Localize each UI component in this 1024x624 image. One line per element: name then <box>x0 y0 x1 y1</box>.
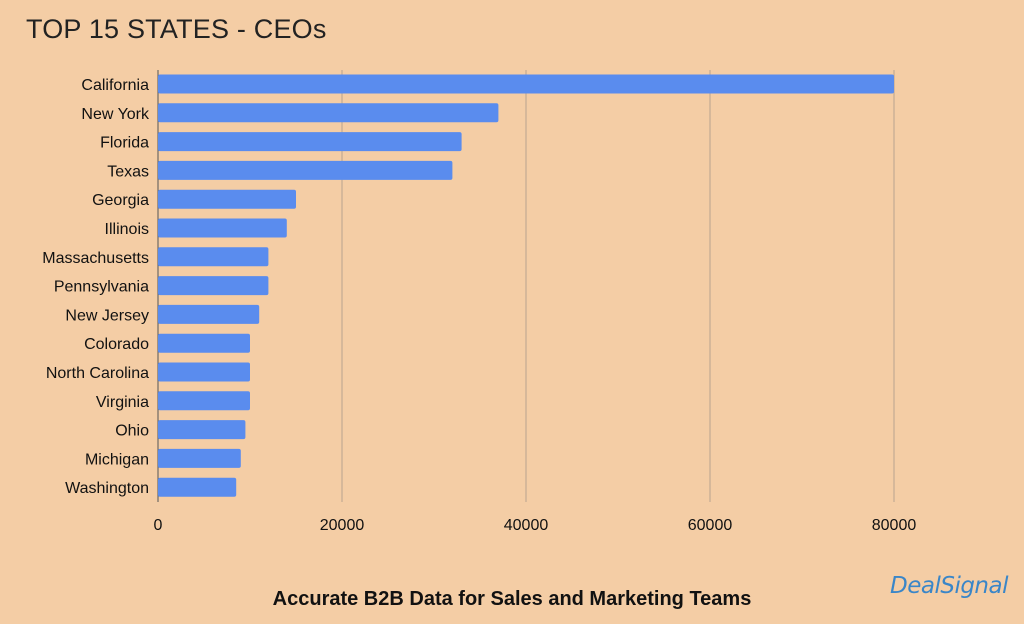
bar <box>158 420 246 440</box>
x-tick-labels: 0 20000 40000 60000 80000 <box>154 517 917 534</box>
category-label: Pennsylvania <box>54 279 149 296</box>
footer-tagline: Accurate B2B Data for Sales and Marketin… <box>272 588 752 610</box>
x-tick-label: 80000 <box>872 517 917 534</box>
category-label: California <box>81 77 149 94</box>
bar <box>158 218 287 238</box>
bar <box>158 477 237 497</box>
chart-title: TOP 15 STATES - CEOs <box>26 14 327 44</box>
category-label: New Jersey <box>65 307 149 324</box>
x-tick-label: 40000 <box>504 517 549 534</box>
dealsignal-logo: DealSignal <box>890 573 1009 599</box>
x-tick-label: 20000 <box>320 517 365 534</box>
category-label: Florida <box>100 135 149 152</box>
x-tick-label: 60000 <box>688 517 733 534</box>
category-label: Texas <box>107 163 149 180</box>
category-label: New York <box>81 106 150 123</box>
bar <box>158 276 269 296</box>
category-label: Ohio <box>115 423 149 440</box>
bar <box>158 189 296 209</box>
logo-text: DealSignal <box>890 573 1009 599</box>
category-label: Massachusetts <box>42 250 149 267</box>
category-labels: California New York Florida Texas Georgia Ill… <box>42 77 150 497</box>
bar <box>158 132 462 152</box>
bar <box>158 247 269 267</box>
bar <box>158 103 499 123</box>
category-label: Illinois <box>105 221 149 238</box>
bars <box>158 74 894 497</box>
bar <box>158 448 241 468</box>
category-label: Virginia <box>96 394 149 411</box>
x-tick-label: 0 <box>154 517 163 534</box>
bar <box>158 74 894 94</box>
bar <box>158 391 250 411</box>
category-label: Georgia <box>92 192 149 209</box>
category-label: Michigan <box>85 451 149 468</box>
bar <box>158 160 453 180</box>
category-label: North Carolina <box>46 365 149 382</box>
category-label: Colorado <box>84 336 149 353</box>
bar <box>158 304 260 324</box>
category-label: Washington <box>65 480 149 497</box>
bar <box>158 362 250 382</box>
bar <box>158 333 250 353</box>
